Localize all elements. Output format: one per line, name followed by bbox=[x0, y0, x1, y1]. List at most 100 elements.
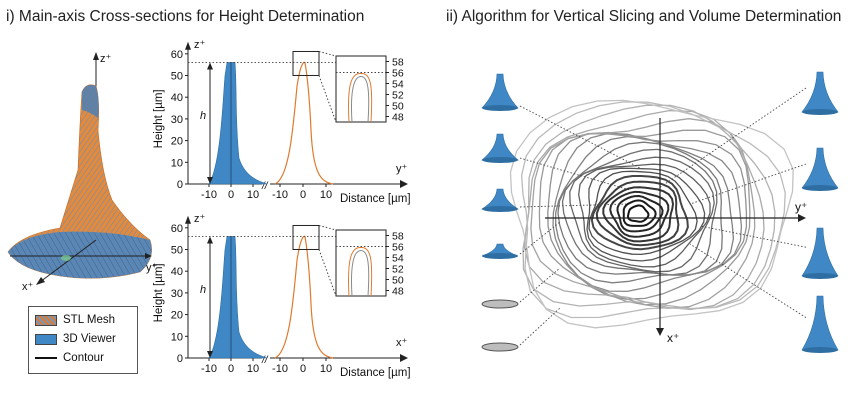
x-axis-label-3d: x⁺ bbox=[22, 281, 34, 293]
slice-connector bbox=[689, 163, 807, 205]
inset-tick-label: 58 bbox=[392, 57, 404, 69]
slice-disc bbox=[481, 299, 519, 309]
contour-ring bbox=[590, 175, 689, 251]
stl-mesh-model: z⁺ y⁺ x⁺ bbox=[7, 52, 158, 293]
slice-thumbnail bbox=[801, 71, 839, 113]
x-tick-label: -10 bbox=[272, 189, 288, 201]
x-axis-arrow bbox=[400, 180, 408, 188]
height-arrow-top bbox=[207, 236, 213, 244]
slice-contour-panel: y⁺ x⁺ bbox=[480, 71, 839, 353]
x-tick-label: 10 bbox=[320, 363, 332, 375]
x-tick-label: 0 bbox=[228, 363, 234, 375]
contour-ring bbox=[595, 180, 680, 247]
legend-item-stl-mesh: STL Mesh bbox=[35, 313, 115, 327]
stl-profile-line bbox=[274, 61, 334, 185]
contour-ring bbox=[626, 204, 650, 223]
mesh-tip bbox=[82, 84, 99, 118]
y-axis-label-3d: y⁺ bbox=[146, 262, 158, 274]
slice-connector bbox=[519, 157, 631, 191]
cross-section-chart-yz: z⁺ 0 10 20 30 40 50 60 Height [µm] // y⁺ -10 0 10 -10 0… bbox=[153, 39, 411, 205]
contour-ring bbox=[609, 190, 670, 238]
x-axis-arrow bbox=[400, 354, 408, 362]
slice-x-axis-label: x⁺ bbox=[667, 331, 679, 345]
zoom-connector bbox=[318, 249, 337, 297]
x-tick-label: 10 bbox=[320, 189, 332, 201]
inset-tick-label: 52 bbox=[392, 264, 404, 276]
slice-connector bbox=[519, 105, 641, 169]
slice-base bbox=[482, 157, 518, 163]
z-axis-label: z⁺ bbox=[194, 213, 206, 225]
axis-break-mark: // bbox=[261, 355, 269, 366]
3d-viewer-swatch bbox=[35, 333, 57, 345]
contour-ring bbox=[622, 199, 657, 227]
axis-break-mark: // bbox=[261, 181, 269, 192]
y-tick-label: 60 bbox=[171, 223, 183, 235]
height-arrow-top bbox=[207, 62, 213, 70]
slice-base bbox=[482, 206, 518, 212]
y-axis-arrow bbox=[185, 215, 191, 224]
contour-ring bbox=[552, 132, 743, 293]
left-panel-title: i) Main-axis Cross-sections for Height D… bbox=[6, 8, 365, 25]
inset-tick-label: 56 bbox=[392, 242, 404, 254]
contour-ring bbox=[578, 163, 711, 268]
zoom-connector bbox=[318, 75, 337, 123]
contour-ring bbox=[569, 156, 715, 273]
stl-mesh-swatch bbox=[35, 314, 57, 326]
z-axis-arrow bbox=[93, 52, 99, 60]
zoom-box bbox=[292, 50, 320, 76]
viewer-profile-area bbox=[208, 62, 268, 185]
height-arrow-bottom bbox=[207, 351, 213, 358]
inset-stl-curve bbox=[348, 246, 373, 297]
viewer-profile-area bbox=[208, 236, 268, 359]
x-tick-label: 0 bbox=[228, 189, 234, 201]
inset-tick-label: 50 bbox=[392, 101, 404, 113]
contour-swatch bbox=[35, 357, 57, 359]
contour-ring bbox=[530, 118, 756, 309]
slice-connector bbox=[519, 307, 561, 346]
legend-label: STL Mesh bbox=[63, 314, 115, 326]
x-tick-label: -10 bbox=[201, 363, 217, 375]
slice-connector bbox=[519, 221, 561, 255]
slice-thumbnail bbox=[481, 73, 519, 109]
inset-stl-curve bbox=[348, 72, 373, 123]
x-axis-title: Distance [µm] bbox=[340, 367, 411, 379]
inset-tick-label: 50 bbox=[392, 275, 404, 287]
y-tick-label: 50 bbox=[171, 71, 183, 83]
slice-connector bbox=[519, 203, 629, 208]
contour-ring bbox=[520, 101, 786, 319]
y-tick-label: 30 bbox=[171, 288, 183, 300]
y-tick-label: 20 bbox=[171, 310, 183, 322]
slice-thumbnail bbox=[481, 133, 519, 161]
zoom-connector bbox=[318, 224, 337, 231]
legend-label: 3D Viewer bbox=[63, 333, 116, 345]
x-tick-label: -10 bbox=[272, 363, 288, 375]
x-axis-end-label: x⁺ bbox=[396, 337, 408, 349]
contour-ring bbox=[547, 131, 748, 300]
legend-label: Contour bbox=[63, 352, 104, 364]
x-axis-end-label: y⁺ bbox=[396, 163, 408, 175]
slice-base bbox=[802, 273, 838, 279]
x-tick-label: 10 bbox=[247, 189, 259, 201]
y-axis-title: Height [µm] bbox=[153, 263, 165, 322]
legend-item-contour: Contour bbox=[35, 351, 104, 365]
slice-thumbnails bbox=[480, 71, 839, 353]
y-tick-label: 60 bbox=[171, 49, 183, 61]
inset-tick-label: 48 bbox=[392, 286, 404, 298]
slice-base bbox=[482, 253, 518, 259]
x-tick-label: -10 bbox=[201, 189, 217, 201]
contour-ring bbox=[616, 194, 664, 233]
height-marker-label: h bbox=[200, 110, 206, 122]
inset-tick-label: 56 bbox=[392, 68, 404, 80]
right-panel-title: ii) Algorithm for Vertical Slicing and V… bbox=[446, 8, 842, 25]
slice-thumbnail bbox=[481, 243, 519, 257]
inset-viewer-curve bbox=[351, 75, 370, 123]
x-tick-label: 10 bbox=[247, 363, 259, 375]
height-marker-label: h bbox=[200, 284, 206, 296]
inset-tick-label: 58 bbox=[392, 231, 404, 243]
inset-tick-label: 52 bbox=[392, 90, 404, 102]
y-tick-label: 50 bbox=[171, 245, 183, 257]
inset-frame bbox=[335, 229, 387, 297]
slice-connector bbox=[699, 225, 807, 248]
y-tick-label: 30 bbox=[171, 114, 183, 126]
